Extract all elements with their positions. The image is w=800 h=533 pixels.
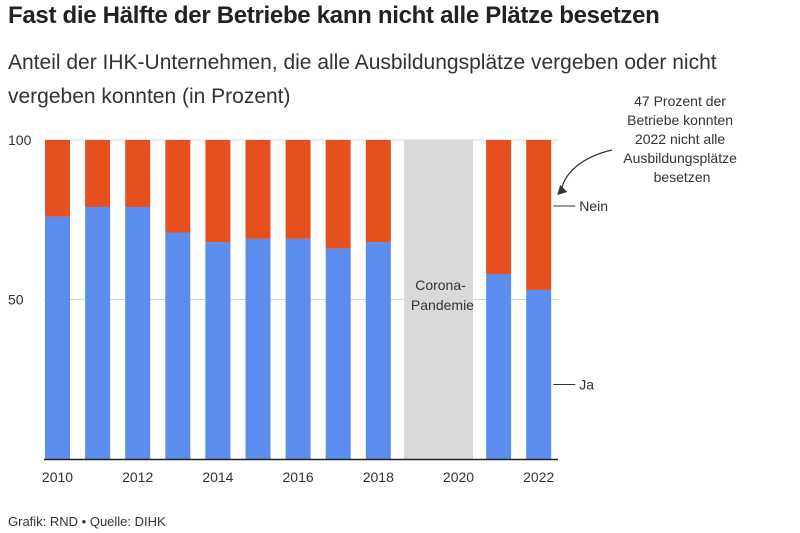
x-tick-label: 2010 bbox=[42, 469, 73, 485]
bar-ja-2013 bbox=[165, 232, 191, 459]
bar-ja-2022 bbox=[526, 289, 552, 459]
chart-subtitle: Anteil der IHK-Unternehmen, die alle Aus… bbox=[8, 51, 717, 108]
annotation-47-percent: 47 Prozent der Betriebe konnten 2022 nic… bbox=[623, 93, 741, 185]
annotation-line: Ausbildungsplätze bbox=[623, 150, 737, 166]
annotation-arrowhead bbox=[557, 185, 568, 195]
corona-gap-label: Corona- Pandemie bbox=[411, 277, 474, 313]
bar-nein-2021 bbox=[486, 140, 512, 274]
bar-ja-2018 bbox=[365, 242, 391, 459]
annotation-line: Betriebe konnten bbox=[627, 112, 733, 128]
x-tick-label: 2020 bbox=[443, 469, 474, 485]
annotation-line: 47 Prozent der bbox=[634, 93, 726, 109]
x-tick-label: 2016 bbox=[283, 469, 314, 485]
bar-nein-2022 bbox=[526, 140, 552, 290]
chart-title: Fast die Hälfte der Betriebe kann nicht … bbox=[8, 2, 660, 29]
bar-ja-2016 bbox=[285, 238, 311, 459]
y-tick-label: 50 bbox=[8, 292, 24, 308]
bar-ja-2011 bbox=[85, 206, 111, 459]
y-tick-label: 100 bbox=[8, 132, 32, 148]
bar-ja-2012 bbox=[125, 206, 151, 459]
bar-nein-2015 bbox=[245, 140, 271, 239]
x-tick-label: 2012 bbox=[122, 469, 153, 485]
source-credit: Grafik: RND • Quelle: DIHK bbox=[8, 514, 166, 529]
bar-nein-2014 bbox=[205, 140, 231, 243]
bar-nein-2016 bbox=[285, 140, 311, 239]
bar-ja-2014 bbox=[205, 242, 231, 459]
series-label-nein: Nein bbox=[579, 198, 608, 214]
x-tick-label: 2018 bbox=[363, 469, 394, 485]
x-tick-label: 2022 bbox=[523, 469, 554, 485]
y-tick-labels: 50 100 bbox=[8, 132, 32, 308]
bar-ja-2017 bbox=[325, 248, 351, 459]
bar-ja-2015 bbox=[245, 238, 271, 459]
corona-gap-band bbox=[403, 140, 473, 459]
corona-gap-label-line: Corona- bbox=[415, 277, 466, 293]
bar-nein-2012 bbox=[125, 140, 151, 207]
x-tick-label: 2014 bbox=[202, 469, 233, 485]
annotation-line: 2022 nicht alle bbox=[635, 131, 726, 147]
bars bbox=[45, 140, 552, 459]
series-label-ja: Ja bbox=[579, 376, 594, 392]
bar-nein-2011 bbox=[85, 140, 111, 207]
x-tick-labels: 2010 2012 2014 2016 2018 2020 2022 bbox=[42, 469, 555, 485]
corona-gap-label-line: Pandemie bbox=[411, 297, 474, 313]
bar-nein-2013 bbox=[165, 140, 191, 233]
bar-nein-2010 bbox=[45, 140, 70, 217]
annotation-line: besetzen bbox=[654, 169, 711, 185]
bar-ja-2010 bbox=[45, 216, 70, 459]
bar-nein-2017 bbox=[325, 140, 351, 249]
annotation-arrow bbox=[560, 149, 613, 192]
bar-nein-2018 bbox=[365, 140, 391, 243]
bar-ja-2021 bbox=[486, 273, 512, 459]
